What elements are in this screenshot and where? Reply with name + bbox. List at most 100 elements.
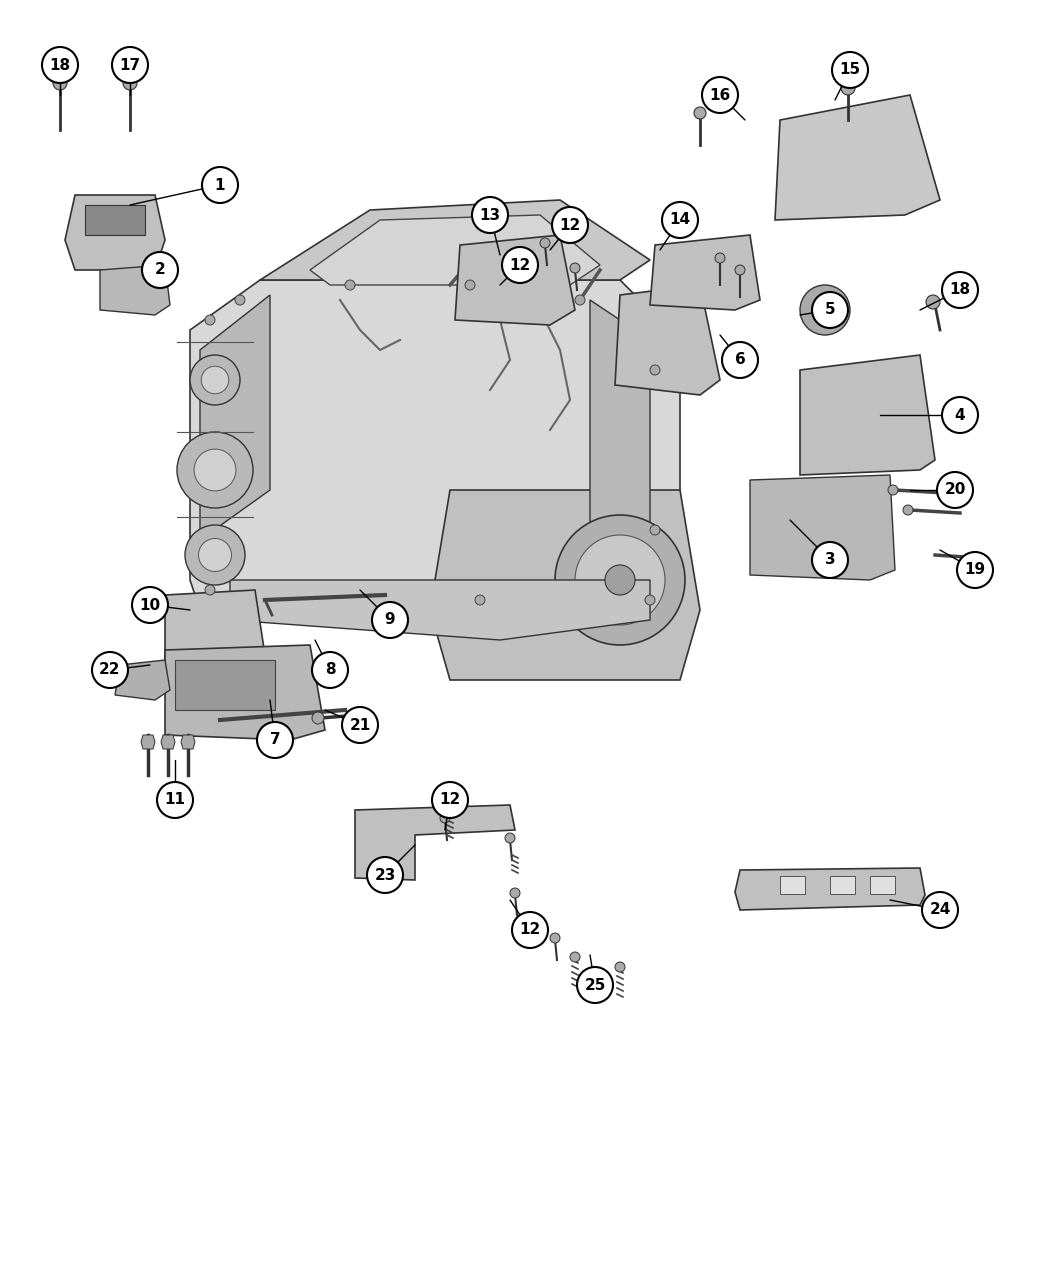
Circle shape [957,552,993,587]
Text: 18: 18 [950,282,971,298]
Circle shape [650,525,660,535]
Circle shape [715,253,725,263]
Text: 12: 12 [520,922,541,937]
Polygon shape [430,490,700,679]
Circle shape [650,365,660,375]
Polygon shape [181,736,195,750]
Text: 9: 9 [385,613,396,627]
Circle shape [185,525,245,585]
Polygon shape [456,235,575,326]
Circle shape [92,653,128,688]
Bar [870,876,895,894]
Circle shape [202,167,238,203]
Circle shape [112,47,148,83]
Text: 7: 7 [269,733,280,747]
Circle shape [694,107,706,119]
Text: 24: 24 [929,903,951,917]
Circle shape [812,292,848,328]
Circle shape [540,238,550,248]
Circle shape [502,246,538,283]
Circle shape [142,252,178,289]
Circle shape [605,564,635,595]
Polygon shape [165,590,265,665]
Polygon shape [775,94,940,220]
Circle shape [570,951,580,962]
Circle shape [205,585,215,595]
Polygon shape [141,736,155,750]
Circle shape [195,450,236,490]
Circle shape [312,713,324,724]
Circle shape [615,962,625,972]
Circle shape [722,342,758,378]
Circle shape [257,722,294,759]
Circle shape [903,504,913,515]
Circle shape [476,595,485,605]
Text: 21: 21 [349,718,370,733]
Circle shape [345,280,355,290]
Text: 25: 25 [584,977,606,992]
Polygon shape [310,215,600,285]
Circle shape [576,967,613,1002]
Circle shape [367,857,403,893]
Circle shape [942,272,978,308]
Polygon shape [590,300,650,580]
Circle shape [472,197,508,232]
Polygon shape [260,200,650,280]
Circle shape [942,397,978,433]
Circle shape [550,933,560,942]
Text: 5: 5 [825,303,835,318]
Bar [85,206,145,235]
Text: 4: 4 [954,407,966,423]
Circle shape [735,266,745,275]
Text: 20: 20 [945,483,966,498]
Text: 12: 12 [560,217,581,232]
Circle shape [888,485,898,495]
Circle shape [190,355,240,405]
Circle shape [645,595,655,605]
Circle shape [432,782,468,819]
Polygon shape [200,295,270,540]
Text: 22: 22 [99,663,121,678]
Text: 11: 11 [164,793,185,807]
Circle shape [555,515,685,645]
Circle shape [512,912,548,948]
Text: 3: 3 [825,553,835,567]
Bar [830,876,855,894]
Text: 15: 15 [839,63,861,78]
Circle shape [312,653,348,688]
Circle shape [342,707,378,743]
Text: 2: 2 [155,263,165,277]
Circle shape [662,202,697,238]
Text: 6: 6 [734,352,746,368]
Polygon shape [750,475,895,580]
Polygon shape [230,580,650,640]
Circle shape [812,541,848,578]
Polygon shape [650,235,760,310]
Circle shape [235,295,245,305]
Text: 19: 19 [965,562,986,577]
Polygon shape [190,280,680,610]
Text: 10: 10 [140,598,161,613]
Text: 8: 8 [325,663,336,678]
Text: 1: 1 [215,178,225,193]
Text: 12: 12 [509,258,530,272]
Text: 12: 12 [440,793,461,807]
Circle shape [832,52,868,88]
Circle shape [201,366,228,393]
Circle shape [922,893,958,928]
Circle shape [937,472,973,508]
Circle shape [575,295,585,305]
Circle shape [926,295,940,309]
Text: 14: 14 [669,212,690,227]
Circle shape [552,207,588,243]
Polygon shape [615,285,720,395]
Polygon shape [735,868,925,911]
Circle shape [372,601,408,638]
Polygon shape [115,660,170,700]
Circle shape [177,432,252,508]
Circle shape [510,888,520,898]
Polygon shape [100,266,170,315]
Bar [780,876,805,894]
Circle shape [800,285,850,335]
Circle shape [132,587,168,623]
